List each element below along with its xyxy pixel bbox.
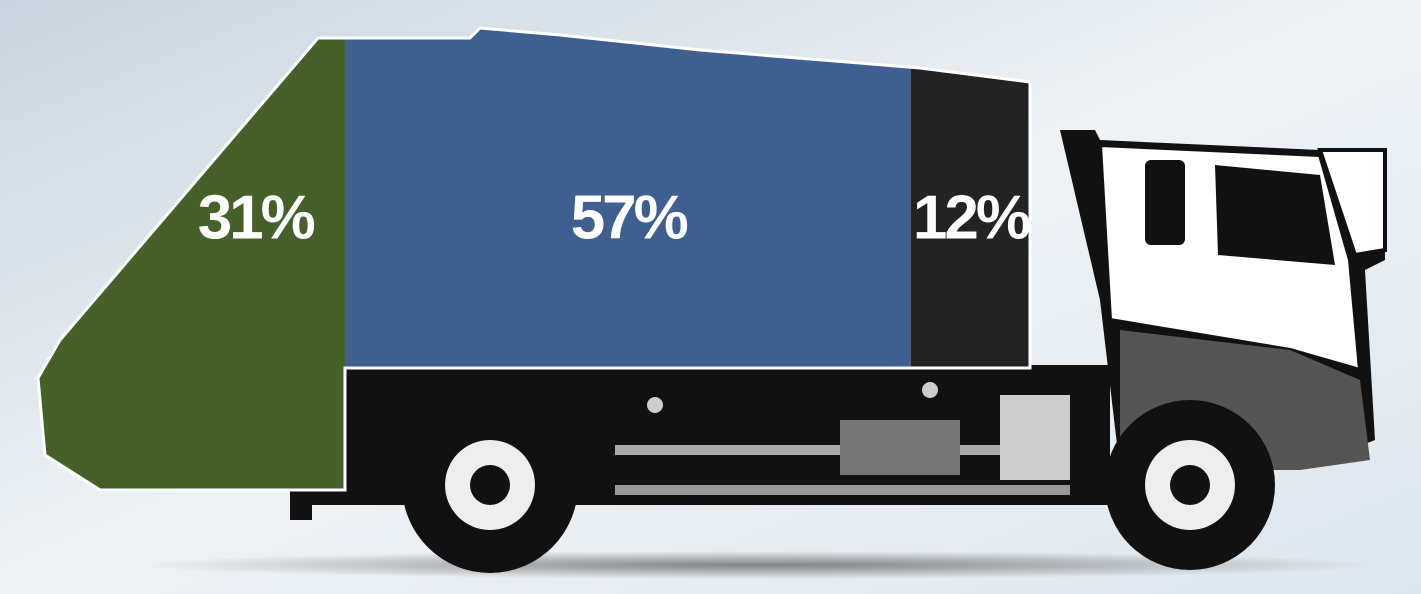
value-label: 31% [198,183,315,252]
value-label: 12% [913,183,1030,252]
chart: 31% 57% 12% [0,0,1421,594]
value-label: 57% [571,183,688,252]
